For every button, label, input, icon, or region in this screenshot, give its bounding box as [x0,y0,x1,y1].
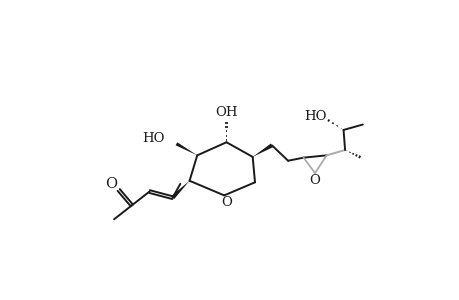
Text: HO: HO [303,110,325,123]
Text: O: O [309,174,320,187]
Polygon shape [252,143,273,157]
Text: O: O [105,177,117,191]
Text: HO: HO [142,132,164,145]
Polygon shape [171,181,189,199]
Text: O: O [221,196,231,209]
Polygon shape [175,142,197,155]
Text: OH: OH [215,106,237,119]
